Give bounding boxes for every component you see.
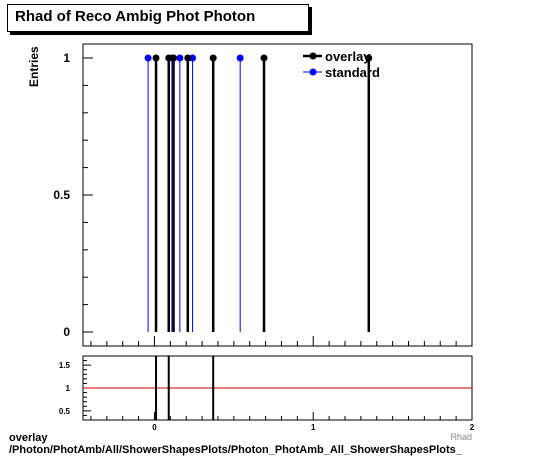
ratio-point	[167, 386, 170, 390]
legend-marker-overlay	[309, 52, 317, 60]
overlay-point	[209, 54, 217, 62]
x-axis-label-partial: Rhad	[450, 432, 472, 442]
standard-point	[144, 54, 152, 62]
overlay-point	[184, 54, 192, 62]
y-tick-label: 1	[63, 51, 70, 65]
overlay-point	[170, 54, 178, 62]
ratio-point	[154, 386, 158, 390]
ratio-point	[211, 386, 215, 390]
overlay-point	[260, 54, 268, 62]
standard-point	[176, 54, 184, 62]
main-plot-frame	[82, 43, 473, 347]
overlay-point	[152, 54, 160, 62]
footer-line-2: /Photon/PhotAmb/All/ShowerShapesPlots/Ph…	[9, 444, 462, 456]
footer-line-1: overlay	[9, 432, 48, 444]
legend-label-overlay: overlay	[325, 49, 371, 64]
ratio-y-tick-label: 0.5	[59, 407, 71, 416]
legend-label-standard: standard	[325, 65, 380, 80]
ratio-x-tick-label: 1	[311, 423, 316, 432]
standard-point	[236, 54, 244, 62]
ratio-y-tick-label: 1.5	[59, 361, 71, 370]
chart-title-box: Rhad of Reco Ambig Phot Photon	[7, 4, 309, 32]
ratio-x-tick-label: 0	[152, 423, 157, 432]
overlay-point	[365, 54, 373, 62]
ratio-y-tick-label: 1	[66, 384, 71, 393]
chart-title: Rhad of Reco Ambig Phot Photon	[15, 8, 256, 25]
y-axis-label: Entries	[27, 46, 41, 87]
ratio-x-tick-label: 2	[470, 423, 475, 432]
legend-marker-standard	[309, 68, 317, 76]
y-tick-label: 0	[63, 325, 70, 339]
y-tick-label: 0.5	[53, 188, 70, 202]
